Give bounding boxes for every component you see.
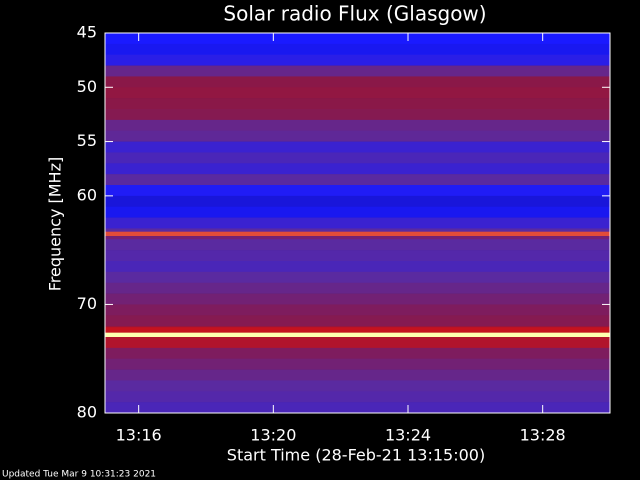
spectrum-band (105, 347, 610, 360)
footer: Updated Tue Mar 9 10:31:23 2021 (2, 470, 156, 480)
spectrum-band (105, 304, 610, 316)
spectrum-band (105, 87, 610, 99)
spectrum-band (105, 152, 610, 164)
spectrum-band (105, 65, 610, 77)
y-tick-label: 70 (77, 294, 97, 313)
spectrum-band (105, 380, 610, 392)
x-tick-label: 13:28 (520, 426, 566, 445)
y-tick-label: 60 (77, 185, 97, 204)
spectrum-band (105, 337, 610, 349)
spectrum-band (105, 327, 610, 333)
spectrum-band (105, 174, 610, 186)
spectrum-band (105, 250, 610, 262)
spectrum-band (105, 141, 610, 153)
spectrum-band (105, 33, 610, 45)
spectrum-band (105, 261, 610, 273)
spectrum-band (105, 282, 610, 294)
y-tick-label: 80 (77, 403, 97, 422)
spectrum-band (105, 231, 610, 237)
spectrum-band (105, 402, 610, 414)
spectrum-band (105, 195, 610, 208)
spectrum-band (105, 332, 610, 338)
spectrum-band (105, 163, 610, 175)
plot-frame (104, 32, 611, 414)
x-axis-label: Start Time (28-Feb-21 13:15:00) (227, 446, 485, 465)
spectrum-band (105, 369, 610, 381)
spectrum-band (105, 185, 610, 197)
spectrum-band (105, 54, 610, 66)
spectrum-band (105, 293, 610, 305)
spectrum-band (105, 239, 610, 251)
chart-title: Solar radio Flux (Glasgow) (223, 2, 486, 26)
spectrum-band (105, 236, 610, 240)
spectrum-band (105, 130, 610, 142)
spectrum-band (105, 391, 610, 403)
y-tick-label: 55 (77, 131, 97, 150)
spectrum-band (105, 326, 610, 328)
spectrum-band (105, 206, 610, 218)
spectrum-band (105, 271, 610, 284)
spectrum-band (105, 217, 610, 229)
y-axis-label: Frequency [MHz] (46, 157, 65, 291)
spectrum-band (105, 315, 610, 327)
spectrum-band (105, 98, 610, 110)
y-tick-label: 50 (77, 77, 97, 96)
spectrum-band (105, 43, 610, 56)
x-tick-label: 13:16 (116, 426, 162, 445)
spectrum-band (105, 119, 610, 132)
x-tick-label: 13:20 (250, 426, 296, 445)
spectrum-band (105, 76, 610, 88)
y-tick-label: 45 (77, 23, 97, 42)
spectrum-band (105, 358, 610, 370)
x-tick-label: 13:24 (385, 426, 431, 445)
spectrum-band (105, 109, 610, 121)
spectrum-band (105, 228, 610, 232)
